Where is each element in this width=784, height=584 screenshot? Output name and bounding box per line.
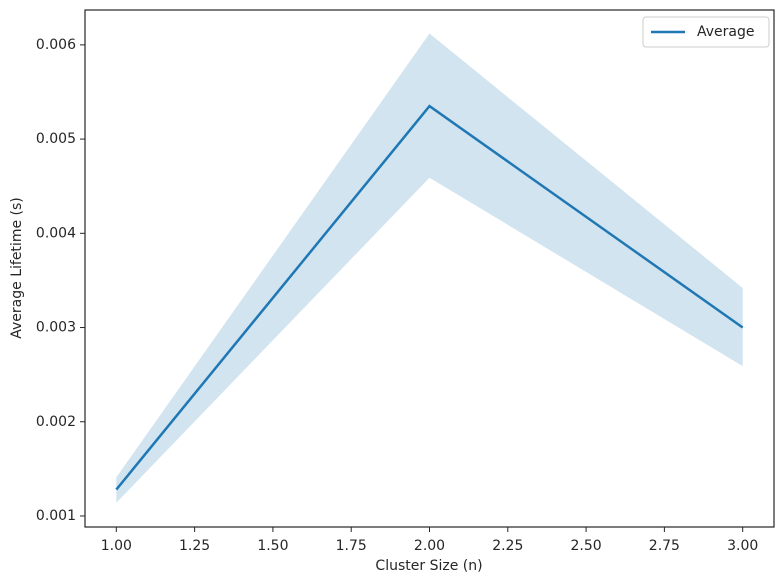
y-tick-label: 0.001	[36, 508, 76, 524]
x-tick-label: 2.25	[492, 538, 523, 554]
y-tick-label: 0.003	[36, 320, 76, 336]
x-axis-label: Cluster Size (n)	[375, 558, 482, 574]
x-tick-label: 1.75	[336, 538, 367, 554]
y-tick-label: 0.005	[36, 131, 76, 147]
x-tick-label: 2.75	[649, 538, 680, 554]
x-tick-label: 3.00	[727, 538, 758, 554]
y-tick-label: 0.002	[36, 414, 76, 430]
x-tick-label: 2.00	[414, 538, 445, 554]
y-axis-label: Average Lifetime (s)	[9, 197, 25, 338]
x-tick-label: 2.50	[571, 538, 602, 554]
y-tick-label: 0.004	[36, 225, 76, 241]
x-tick-label: 1.50	[257, 538, 288, 554]
plot-frame	[84, 9, 775, 528]
legend-label: Average	[697, 24, 755, 40]
y-tick-label: 0.006	[36, 37, 76, 53]
line	[115, 104, 744, 491]
x-tick-label: 1.00	[101, 538, 132, 554]
confidence-band	[116, 33, 743, 503]
legend-box	[642, 16, 770, 48]
x-tick-label: 1.25	[179, 538, 210, 554]
